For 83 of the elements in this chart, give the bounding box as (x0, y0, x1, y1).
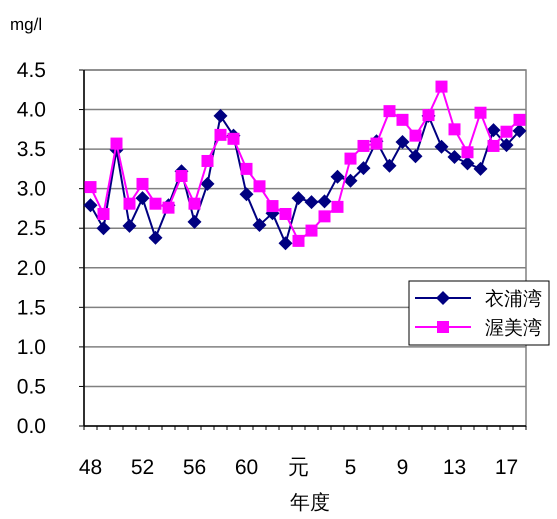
point (304, 195, 318, 210)
point (84, 181, 96, 194)
point (318, 210, 330, 222)
y-tick-label: 4.5 (16, 59, 46, 82)
y-tick-label: 1.5 (16, 296, 46, 320)
x-tick-label: 60 (234, 456, 258, 479)
point (332, 200, 344, 213)
point (474, 162, 488, 176)
point (252, 218, 266, 232)
point (188, 214, 202, 229)
point (278, 236, 292, 250)
y-axis-title: mg/l (10, 15, 42, 34)
point (188, 198, 200, 210)
y-tick-label: 3.5 (16, 138, 46, 162)
point (84, 198, 98, 212)
point (98, 208, 110, 220)
point (202, 154, 214, 167)
point (266, 200, 278, 212)
point (488, 140, 500, 152)
y-tick-label: 2.5 (16, 217, 46, 240)
point (396, 134, 410, 149)
point (148, 230, 162, 245)
point (370, 138, 382, 150)
point (136, 178, 148, 190)
point (408, 149, 422, 164)
point (448, 150, 462, 164)
y-tick-label: 2.0 (16, 256, 46, 280)
point (410, 130, 422, 142)
point (150, 198, 162, 210)
point (240, 187, 254, 202)
point (306, 224, 318, 237)
x-tick-label: 17 (494, 456, 518, 479)
x-tick-label: 13 (442, 456, 466, 479)
x-axis-title: 年度 (290, 492, 330, 514)
point (500, 138, 514, 152)
legend-label: 渥美湾 (485, 317, 542, 339)
point (292, 234, 304, 247)
point (110, 138, 122, 150)
point (486, 123, 500, 138)
point (436, 80, 448, 93)
point (358, 140, 370, 152)
point (176, 170, 188, 182)
point (162, 202, 174, 214)
point (96, 221, 110, 236)
y-tick-label: 1.0 (16, 336, 46, 359)
x-tick-label: 9 (396, 456, 408, 479)
point (514, 114, 526, 126)
point (474, 106, 486, 119)
legend-label: 衣浦湾 (485, 288, 542, 310)
point (448, 123, 460, 136)
point (344, 174, 358, 188)
point (122, 218, 136, 233)
point (384, 105, 396, 118)
point (330, 170, 344, 184)
x-tick-label: 52 (130, 456, 154, 479)
point (356, 161, 370, 176)
y-tick-label: 0.0 (16, 415, 46, 438)
point (214, 108, 228, 123)
x-tick-label: 56 (182, 456, 206, 479)
point (240, 162, 252, 175)
y-tick-label: 0.5 (16, 375, 46, 398)
x-tick-label: 5 (344, 456, 356, 479)
point (396, 114, 408, 126)
point (214, 128, 226, 141)
point (344, 152, 356, 165)
y-tick-label: 4.0 (16, 98, 46, 122)
point (434, 140, 448, 154)
point (460, 156, 474, 170)
point (512, 124, 526, 138)
x-tick-label: 元 (288, 456, 309, 479)
point (200, 176, 214, 191)
y-tick-label: 3.0 (16, 178, 46, 201)
point (292, 191, 306, 206)
point (280, 208, 292, 220)
point (462, 146, 474, 158)
point (136, 191, 150, 206)
point (500, 126, 512, 138)
point (382, 158, 396, 173)
point (318, 194, 332, 208)
point (228, 132, 240, 145)
x-tick-label: 48 (78, 456, 102, 479)
point (124, 198, 136, 210)
point (254, 180, 266, 192)
